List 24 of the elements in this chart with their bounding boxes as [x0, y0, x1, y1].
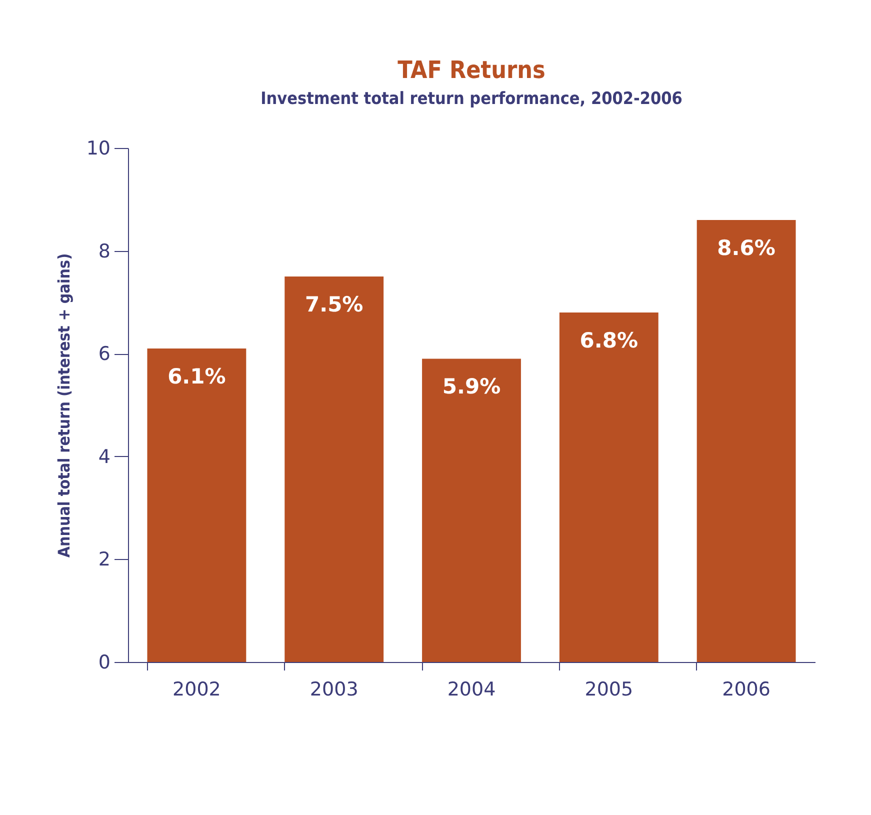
y-tick-label: 8: [98, 240, 110, 262]
data-label: 7.5%: [304, 292, 364, 316]
chart-subtitle: Investment total return performance, 2002-2006: [260, 89, 682, 109]
data-label: 6.1%: [168, 364, 226, 388]
y-tick-label: 2: [98, 548, 110, 571]
x-tick-label: 2006: [722, 678, 770, 700]
x-tick-label: 2002: [172, 678, 221, 700]
bar: [147, 348, 246, 662]
y-tick-label: 4: [98, 446, 110, 468]
y-tick-label: 10: [86, 138, 110, 160]
chart-title: TAF Returns: [398, 56, 546, 84]
bar: [422, 358, 521, 662]
data-label: 8.6%: [717, 236, 776, 260]
x-tick-label: 2005: [584, 678, 634, 700]
y-tick-label: 0: [98, 652, 110, 674]
data-label: 5.9%: [442, 374, 501, 399]
bar: [284, 276, 384, 662]
y-tick-label: 6: [98, 343, 110, 366]
x-tick-label: 2003: [310, 678, 358, 700]
bar: [559, 312, 658, 662]
data-label: 6.8%: [580, 328, 638, 352]
bar: [696, 220, 796, 662]
y-axis-title: Annual total return (interest + gains): [54, 253, 74, 558]
x-tick-label: 2004: [447, 678, 496, 700]
